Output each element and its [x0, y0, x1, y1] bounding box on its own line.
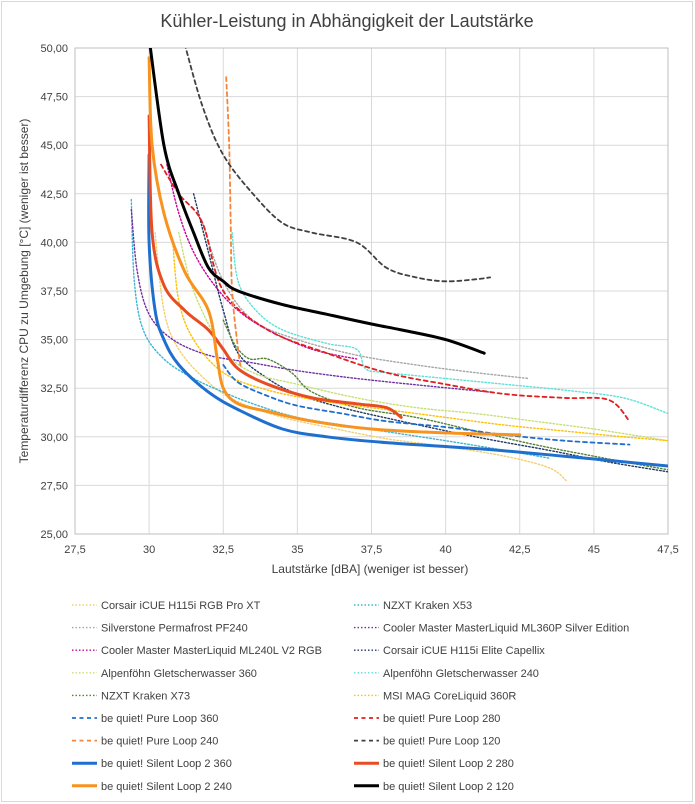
series-line: [166, 163, 358, 360]
x-tick-label: 27,5: [64, 544, 85, 556]
x-tick-label: 37,5: [361, 544, 382, 556]
series-line: [148, 48, 486, 355]
y-axis-label: Temperaturdifferenz CPU zu Umgebung [°C]…: [17, 119, 31, 464]
x-tick-label: 45: [588, 544, 600, 556]
legend-label: be quiet! Pure Loop 280: [383, 713, 500, 725]
legend-label: Cooler Master MasterLiquid ML360P Silver…: [383, 623, 629, 635]
x-tick-label: 30: [143, 544, 155, 556]
series-line: [201, 222, 530, 380]
y-tick-label: 45,00: [40, 140, 68, 152]
series-line: [160, 163, 631, 423]
axes: 25,00 27,50 30,00 32,50 35,00 37,50 40,00 42,50…: [40, 43, 678, 556]
y-tick-label: 35,00: [40, 335, 68, 347]
series-line: [130, 198, 551, 459]
series-line: [222, 364, 631, 446]
series-line: [130, 208, 491, 393]
legend-label: be quiet! Pure Loop 240: [101, 736, 218, 748]
y-tick-label: 37,50: [40, 286, 68, 298]
series-line: [192, 193, 668, 473]
x-tick-label: 40: [440, 544, 452, 556]
legend-label: Cooler Master MasterLiquid ML240L V2 RGB: [101, 645, 322, 657]
series-line: [225, 76, 242, 370]
plot-area-border: [74, 47, 669, 535]
chart-title: Kühler-Leistung in Abhängigkeit der Laut…: [160, 11, 533, 31]
legend-label: be quiet! Silent Loop 2 360: [101, 758, 232, 770]
y-tick-label: 47,50: [40, 92, 68, 104]
legend-label: be quiet! Pure Loop 360: [101, 713, 218, 725]
series-line: [231, 232, 668, 415]
y-tick-label: 27,50: [40, 480, 68, 492]
legend-label: NZXT Kraken X53: [383, 600, 472, 612]
x-tick-label: 47,5: [657, 544, 678, 556]
legend-label: Corsair iCUE H115i Elite Capellix: [383, 645, 545, 657]
legend-label: be quiet! Silent Loop 2 240: [101, 781, 232, 793]
series-line: [172, 241, 668, 442]
y-tick-label: 32,50: [40, 383, 68, 395]
y-tick-label: 42,50: [40, 189, 68, 201]
gridlines: [74, 47, 669, 535]
x-axis-label: Lautstärke [dBA] (weniger ist besser): [272, 562, 469, 576]
y-tick-label: 40,00: [40, 237, 68, 249]
legend-label: Alpenföhn Gletscherwasser 240: [383, 668, 539, 680]
series-line: [147, 114, 403, 419]
legend: Corsair iCUE H115i RGB Pro XT NZXT Kraken…: [72, 600, 629, 793]
legend-label: be quiet! Silent Loop 2 280: [383, 758, 514, 770]
legend-label: Alpenföhn Gletscherwasser 360: [101, 668, 257, 680]
y-tick-label: 50,00: [40, 43, 68, 55]
legend-label: be quiet! Pure Loop 120: [383, 736, 500, 748]
legend-label: be quiet! Silent Loop 2 120: [383, 781, 514, 793]
y-tick-label: 30,00: [40, 432, 68, 444]
series-line: [147, 153, 668, 468]
x-tick-label: 42,5: [509, 544, 530, 556]
x-tick-label: 35: [291, 544, 303, 556]
series-lines: [130, 48, 668, 483]
legend-label: Silverstone Permafrost PF240: [101, 623, 248, 635]
legend-label: Corsair iCUE H115i RGB Pro XT: [101, 600, 261, 612]
legend-label: NZXT Kraken X73: [101, 690, 190, 702]
y-tick-label: 25,00: [40, 529, 68, 541]
series-line: [154, 232, 568, 483]
legend-label: MSI MAG CoreLiquid 360R: [383, 690, 516, 702]
series-line: [184, 48, 491, 283]
series-line: [147, 56, 522, 437]
x-tick-label: 32,5: [213, 544, 234, 556]
